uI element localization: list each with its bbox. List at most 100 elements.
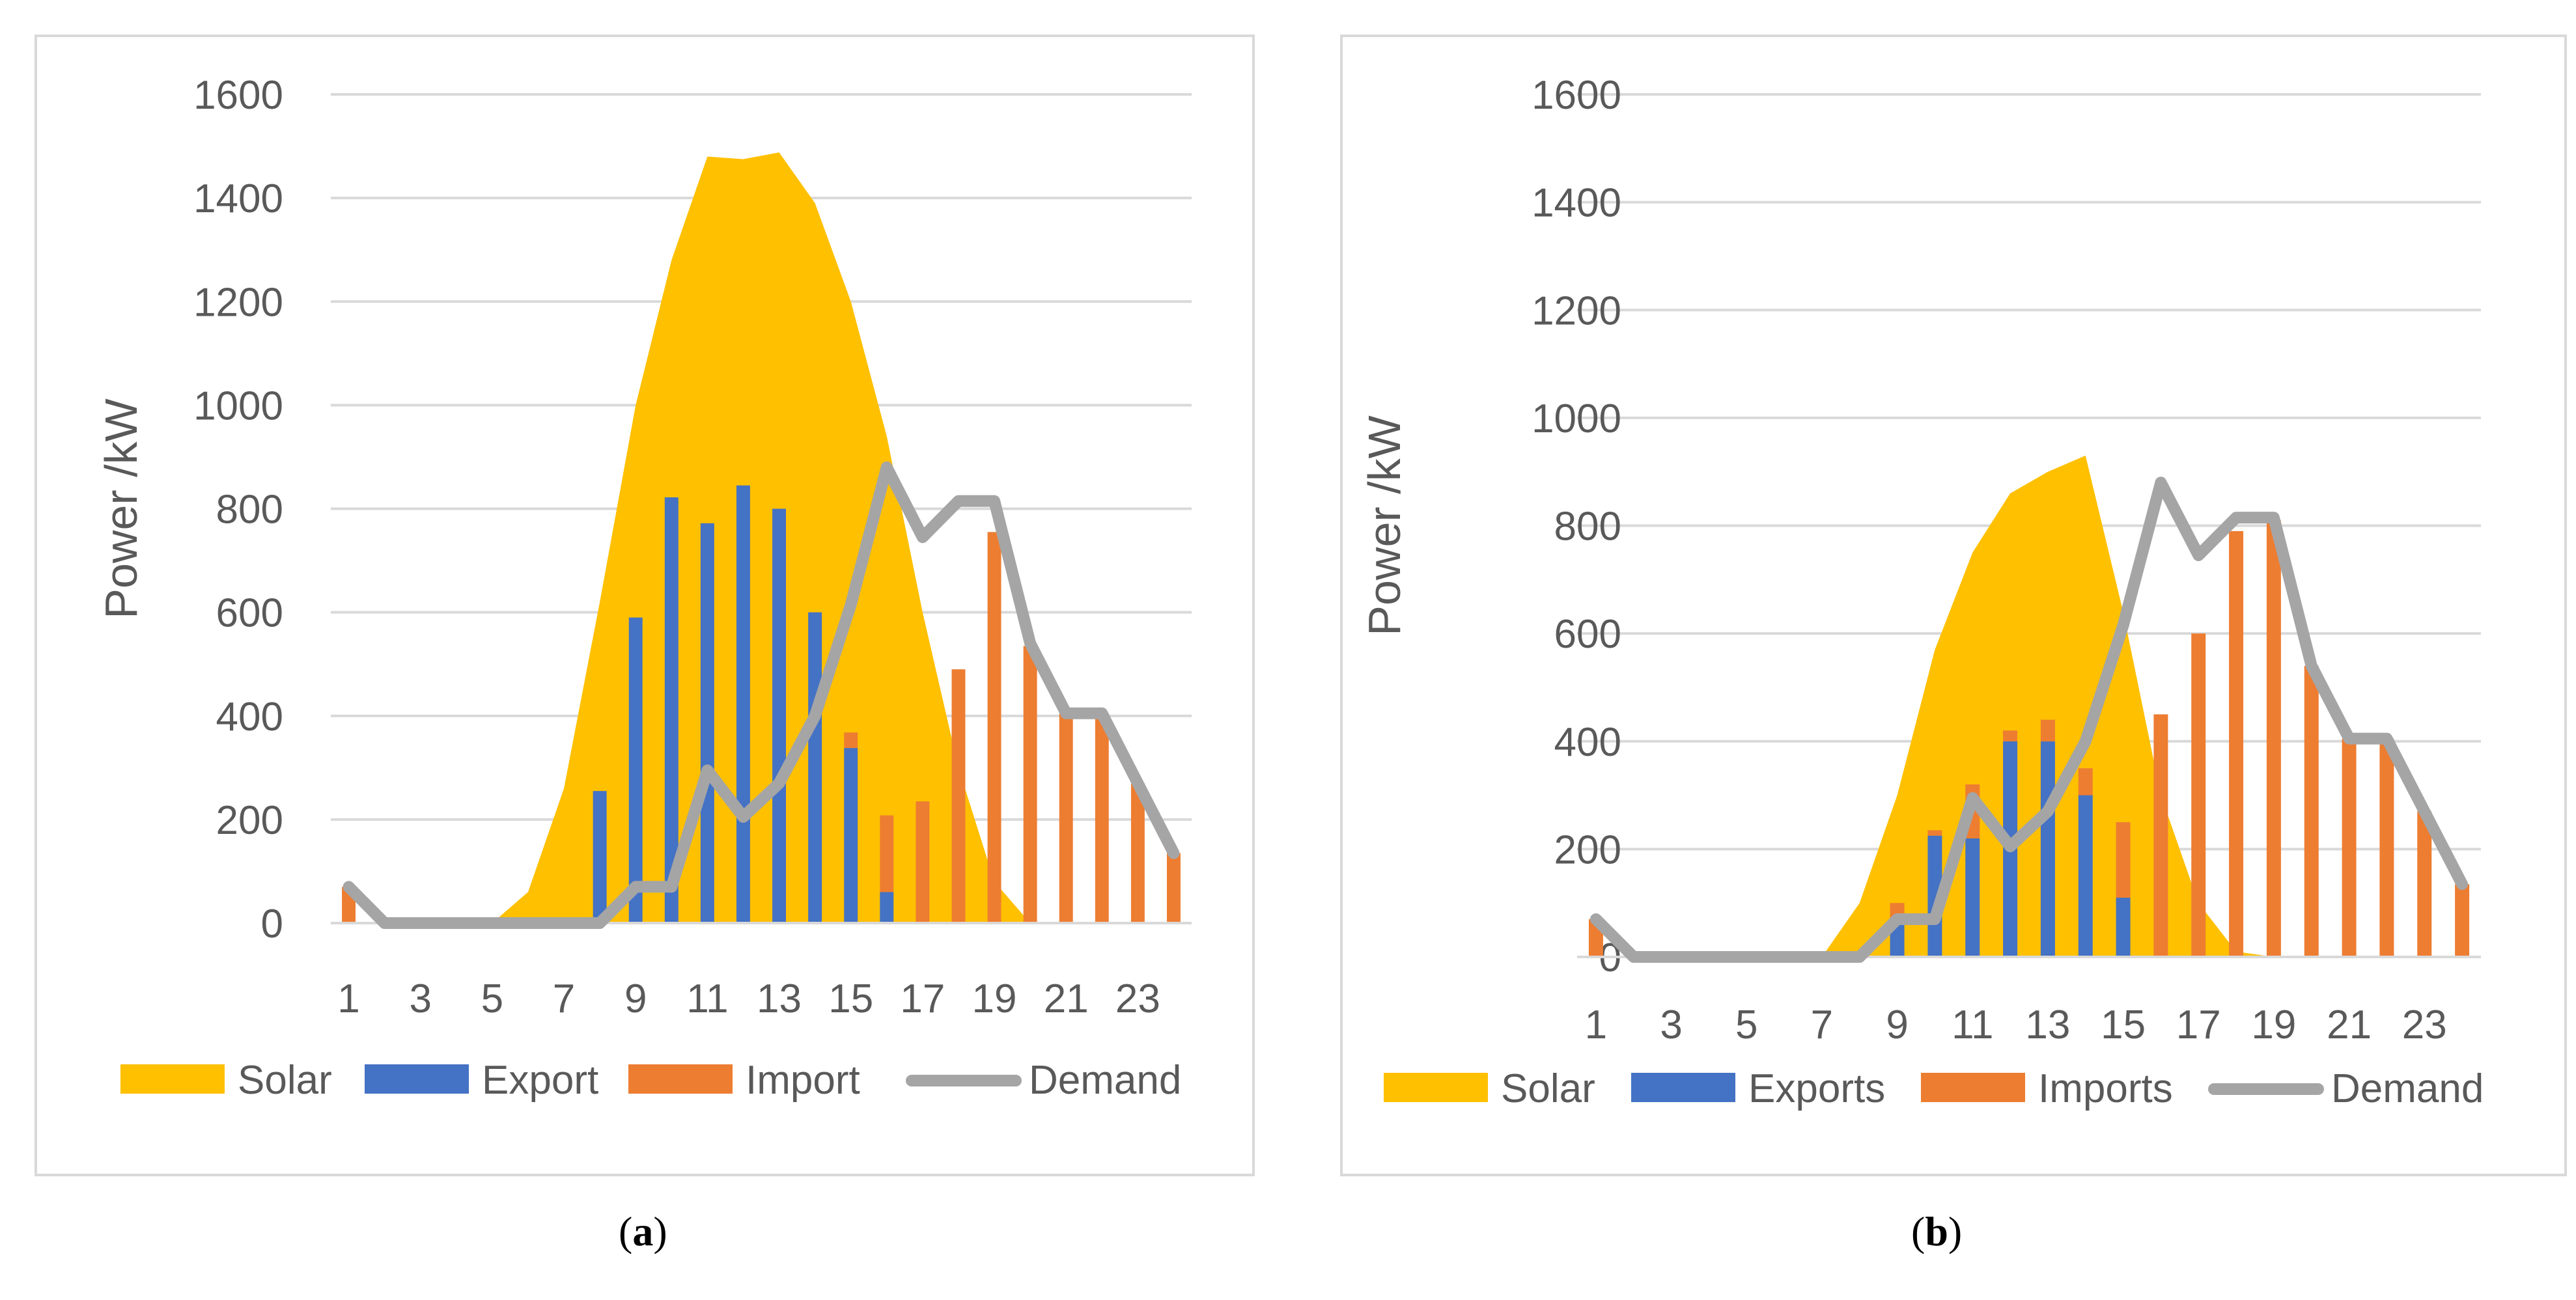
chart-a-xtick-label: 19: [972, 976, 1017, 1021]
chart-b-xtick-label: 3: [1660, 1003, 1682, 1047]
chart-b-ytick-label: 1000: [1532, 396, 1621, 441]
chart-a-import-bar-21: [1059, 713, 1073, 923]
chart-a-ytick-label: 800: [216, 488, 283, 532]
chart-b-xtick-label: 17: [2176, 1003, 2221, 1047]
chart-b-legend-label-exports: Exports: [1748, 1066, 1885, 1111]
caption-a-letter: a: [632, 1208, 654, 1254]
chart-b-export-bar-14: [2078, 795, 2093, 957]
chart-b-xtick-label: 23: [2402, 1003, 2447, 1047]
chart-a-import-bar-18: [951, 669, 966, 923]
chart-a-demand-line: [343, 461, 1180, 929]
chart-a-xtick-label: 15: [828, 976, 873, 1021]
chart-b-legend-swatch-exports: [1631, 1073, 1735, 1102]
chart-b-export-bar-11: [1965, 838, 1980, 957]
chart-b-legend-label-solar: Solar: [1501, 1066, 1595, 1111]
chart-a-import-bar-19: [987, 532, 1001, 923]
chart-b-import-bar-21: [2342, 738, 2357, 957]
chart-b-import-bar-22: [2379, 738, 2394, 957]
chart-a-import-bar-15: [844, 732, 858, 749]
chart-a-export-bar-16: [880, 892, 894, 923]
chart-a-import-bar-20: [1023, 646, 1037, 923]
chart-a-ytick-label: 1400: [193, 176, 283, 221]
chart-a-legend-label-demand: Demand: [1029, 1058, 1181, 1103]
chart-b-xtick-label: 21: [2327, 1003, 2372, 1047]
chart-a-export-bar-9: [628, 617, 643, 923]
chart-a-ytick-label: 1000: [193, 383, 283, 428]
chart-b-ytick-label: 1200: [1532, 288, 1621, 333]
chart-b-import-bar-18: [2229, 531, 2244, 957]
chart-b-import-bar-23: [2417, 811, 2432, 957]
chart-b-export-bar-9: [1890, 924, 1905, 957]
chart-b-xtick-label: 9: [1886, 1003, 1908, 1047]
chart-a-ytick-label: 200: [216, 798, 283, 843]
chart-a-ytick-label: 600: [216, 591, 283, 636]
chart-a-export-bar-13: [772, 508, 787, 923]
chart-a-legend: Solar Export Import Demand: [120, 1058, 1181, 1103]
chart-a-ytick-label: 400: [216, 695, 283, 740]
chart-b-import-bar-14: [2078, 768, 2093, 795]
chart-b-import-bar-15: [2116, 822, 2131, 898]
chart-b-import-bar-10: [1927, 830, 1942, 836]
chart-a-ytick-label: 1600: [193, 73, 283, 118]
chart-b-ytick-label: 1400: [1532, 181, 1621, 226]
chart-a-xtick-label: 11: [686, 976, 728, 1021]
chart-b-ytick-label: 800: [1554, 505, 1621, 549]
chart-b-export-bar-10: [1927, 835, 1942, 957]
chart-a-export-bar-10: [664, 497, 679, 923]
chart-a-xtick-label: 21: [1044, 976, 1089, 1021]
chart-a-ytick-label: 1200: [193, 280, 283, 325]
chart-a-xtick-label: 5: [481, 976, 503, 1021]
chart-b-xtick-label: 11: [1952, 1003, 1993, 1047]
chart-b-import-bar-19: [2266, 520, 2281, 957]
chart-b-import-bar-24: [2455, 884, 2470, 957]
caption-b: (b): [1911, 1208, 1963, 1254]
chart-b-xtick-label: 19: [2251, 1003, 2296, 1047]
chart-b-export-bar-15: [2116, 897, 2131, 957]
chart-b-import-bar-16: [2153, 714, 2168, 957]
chart-a-export-bar-15: [844, 748, 858, 923]
chart-b-ytick-label: 1600: [1532, 73, 1621, 118]
chart-b-import-bar-17: [2191, 633, 2206, 957]
chart-a-xtick-label: 1: [337, 976, 359, 1021]
chart-b-solar-area: [1595, 455, 2463, 957]
chart-b-legend-label-demand: Demand: [2331, 1066, 2484, 1111]
caption-a: (a): [619, 1208, 667, 1254]
chart-a-export-bar-8: [593, 791, 607, 923]
chart-b-xtick-label: 13: [2025, 1003, 2070, 1047]
chart-b-legend-swatch-solar: [1384, 1073, 1488, 1102]
chart-b-import-bar-13: [2040, 719, 2055, 741]
chart-b-ytick-label: 600: [1554, 612, 1621, 657]
chart-a-xtick-label: 17: [900, 976, 945, 1021]
chart-b-xtick-label: 1: [1585, 1003, 1607, 1047]
chart-b-xtick-label: 5: [1735, 1003, 1757, 1047]
chart-a-ytick-label: 0: [261, 902, 283, 947]
chart-b-legend-swatch-imports: [1921, 1073, 2025, 1102]
chart-b-legend-label-imports: Imports: [2038, 1066, 2173, 1111]
chart-a-import-bar-16: [880, 815, 894, 892]
chart-a-xtick-label: 9: [624, 976, 647, 1021]
chart-a-import-bar-24: [1166, 853, 1181, 923]
chart-a-ylabel: Power /kW: [96, 398, 147, 618]
chart-a-legend-label-import: Import: [746, 1058, 860, 1103]
chart-b-demand-line: [1589, 477, 2469, 963]
chart-a-xtick-label: 7: [553, 976, 575, 1021]
chart-b-import-bar-12: [2003, 730, 2018, 741]
chart-b-xtick-label: 15: [2101, 1003, 2146, 1047]
chart-a-import-bar-23: [1130, 783, 1145, 923]
chart-b-legend: Solar Exports Imports Demand: [1384, 1066, 2484, 1111]
chart-a-legend-label-export: Export: [482, 1058, 598, 1103]
chart-a-solar-area: [348, 152, 1174, 924]
chart-a-export-bar-11: [700, 523, 714, 923]
chart-a-import-bar-17: [916, 801, 930, 923]
chart-a-xtick-label: 3: [409, 976, 431, 1021]
chart-a-legend-swatch-import: [628, 1064, 733, 1094]
chart-b-ytick-label: 400: [1554, 720, 1621, 765]
chart-a-xtick-label: 13: [757, 976, 802, 1021]
chart-a-xtick-label: 23: [1115, 976, 1160, 1021]
chart-a-legend-swatch-solar: [120, 1064, 225, 1094]
chart-b-import-bar-20: [2304, 665, 2319, 957]
